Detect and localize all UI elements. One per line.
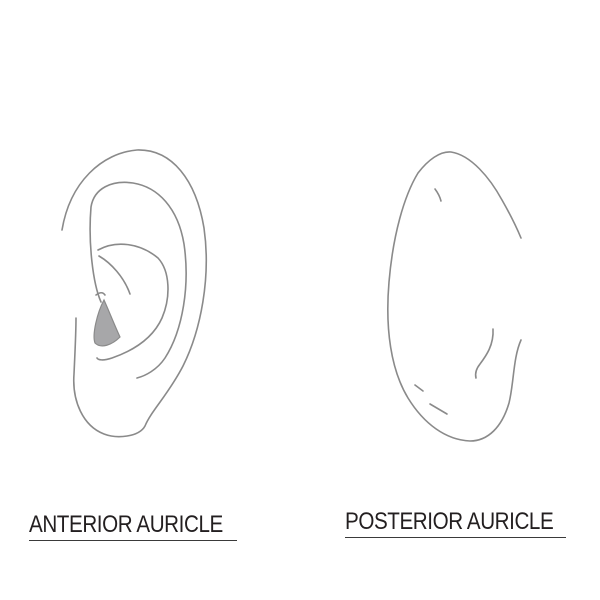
posterior-ridge (474, 328, 494, 379)
posterior-lobe-mark (429, 403, 448, 415)
posterior-outline (387, 151, 522, 442)
antihelix-crus (98, 255, 131, 295)
posterior-caption-underline (345, 537, 566, 538)
helix-outline (61, 149, 208, 438)
anterior-auricle-caption: ANTERIOR AURICLE (29, 511, 223, 538)
concha-shadow (93, 298, 121, 347)
posterior-top-mark (434, 188, 442, 202)
posterior-auricle-caption: POSTERIOR AURICLE (345, 508, 554, 535)
antihelix-ridge (96, 243, 169, 361)
helix-inner-rim (89, 181, 187, 379)
anterior-caption-underline (29, 540, 237, 541)
tragus-edge (95, 291, 106, 296)
posterior-lower-mark (414, 384, 424, 392)
